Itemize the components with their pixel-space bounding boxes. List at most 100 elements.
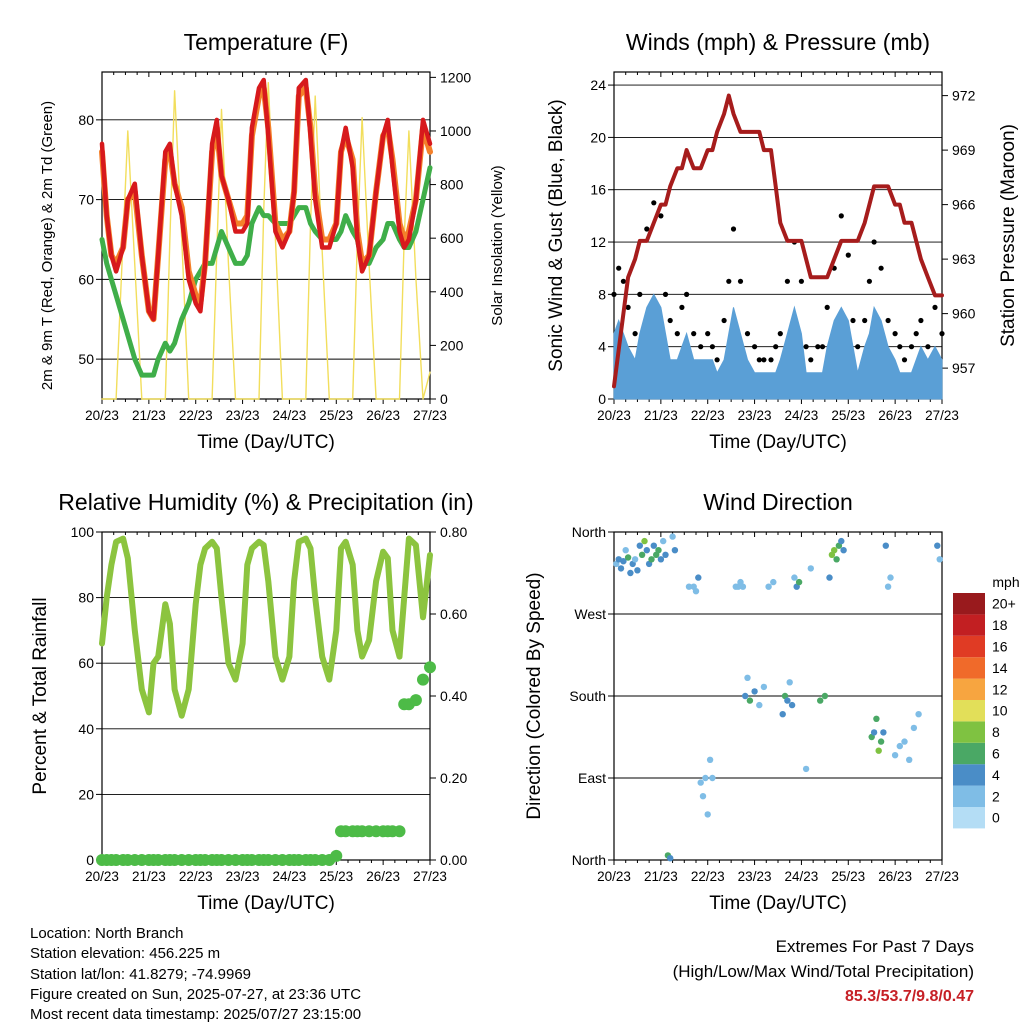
gust-point	[932, 304, 938, 310]
direction-point	[838, 537, 845, 545]
extremes-heading: Extremes For Past 7 Days	[775, 937, 974, 956]
direction-point	[709, 774, 716, 782]
colorbar-swatch	[953, 764, 985, 786]
direction-point	[817, 697, 824, 704]
colorbar-label: 14	[992, 660, 1008, 676]
x-axis-label: Time (Day/UTC)	[709, 893, 847, 914]
y-axis-label: Direction (Colored By Speed)	[524, 572, 545, 819]
gust-point	[815, 344, 821, 350]
gust-point	[674, 331, 680, 337]
y-tick-label: 80	[78, 590, 94, 606]
winds-pressure-panel: 0 4 8 12 16 20 24 957 960 963 966 969 972 20/23 21/23 2…	[546, 29, 1019, 453]
direction-point	[891, 752, 899, 759]
direction-point	[884, 583, 892, 590]
y-tick-label: 40	[78, 721, 94, 737]
x-tick-label: 23/23	[738, 408, 772, 423]
x-tick-label: 21/23	[132, 408, 166, 423]
direction-point	[692, 588, 700, 595]
gust-point	[855, 344, 861, 350]
gust-point	[866, 278, 873, 284]
gust-point	[651, 200, 657, 206]
direction-point	[643, 547, 650, 554]
y-tick-label: 0	[86, 852, 94, 868]
direction-point	[697, 779, 704, 786]
direction-point	[634, 567, 641, 574]
x-tick-label: 25/23	[319, 869, 353, 884]
colorbar-label: 16	[992, 639, 1008, 655]
y-tick-label: 50	[78, 351, 94, 367]
colorbar-label: 8	[992, 724, 1000, 740]
station-info: Location: North Branch Station elevation…	[30, 924, 361, 1025]
direction-point	[650, 542, 657, 549]
gust-point	[658, 213, 664, 219]
direction-point	[624, 554, 632, 561]
x-tick-label: 26/23	[366, 408, 400, 423]
y-right-tick-label: 963	[952, 251, 976, 267]
direction-point	[669, 533, 676, 540]
y-axis-label: Sonic Wind & Gust (Blue, Black)	[546, 99, 567, 371]
direction-point	[627, 569, 634, 577]
x-tick-label: 20/23	[597, 869, 631, 884]
colorbar-swatch	[953, 678, 985, 700]
x-tick-label: 22/23	[691, 869, 725, 884]
y-right-tick-label: 200	[440, 337, 464, 353]
direction-point	[704, 811, 711, 818]
gust-point	[726, 278, 732, 284]
gust-point	[824, 304, 830, 310]
gust-point	[698, 344, 704, 350]
gust-point	[644, 226, 650, 232]
direction-point	[756, 701, 763, 709]
colorbar-swatch	[953, 785, 985, 807]
x-tick-label: 24/23	[273, 408, 307, 423]
x-tick-label: 23/23	[738, 869, 772, 884]
direction-point	[887, 574, 894, 581]
direction-point	[655, 547, 662, 554]
direction-point	[875, 747, 882, 754]
y-tick-label: East	[578, 770, 606, 786]
gust-point	[798, 278, 805, 284]
direction-point	[638, 551, 646, 558]
y-right-tick-label: 800	[440, 177, 464, 193]
gust-point	[773, 344, 779, 350]
x-tick-label: 20/23	[85, 408, 119, 423]
y-tick-label: 8	[598, 286, 606, 302]
direction-point	[702, 774, 709, 782]
gust-point	[667, 317, 673, 324]
y-right-axis-label: Solar Insolation (Yellow)	[489, 165, 506, 325]
colorbar-label: 6	[992, 746, 1000, 762]
direction-point	[901, 738, 908, 745]
x-axis-label: Time (Day/UTC)	[197, 432, 335, 453]
y-tick-label: 4	[598, 339, 606, 355]
colorbar-swatch	[953, 657, 985, 679]
gust-point	[662, 291, 669, 297]
colorbar-swatch	[953, 635, 985, 658]
gust-point	[862, 317, 868, 324]
precip-point	[409, 694, 422, 707]
location-text: Location: North Branch	[30, 925, 184, 942]
x-tick-label: 21/23	[132, 869, 166, 884]
direction-point	[936, 556, 943, 563]
precip-point	[330, 849, 343, 862]
x-tick-label: 20/23	[597, 408, 631, 423]
x-tick-label: 24/23	[273, 869, 307, 884]
gust-point	[744, 331, 751, 337]
gust-point	[845, 252, 851, 258]
direction-point	[648, 556, 655, 563]
gust-point	[714, 357, 720, 363]
gust-point	[768, 357, 774, 363]
x-axis-label: Time (Day/UTC)	[709, 432, 847, 453]
gust-point	[878, 265, 884, 271]
x-tick-label: 22/23	[691, 408, 725, 423]
gust-point	[892, 331, 898, 337]
y-right-tick-label: 969	[952, 142, 976, 158]
chart-title: Relative Humidity (%) & Precipitation (i…	[58, 489, 473, 515]
precip-point	[393, 825, 406, 838]
y-right-tick-label: 966	[952, 197, 976, 213]
x-tick-label: 21/23	[644, 408, 678, 423]
gust-point	[625, 304, 631, 310]
direction-point	[620, 558, 627, 565]
gust-point	[871, 239, 877, 245]
x-tick-label: 24/23	[785, 408, 819, 423]
